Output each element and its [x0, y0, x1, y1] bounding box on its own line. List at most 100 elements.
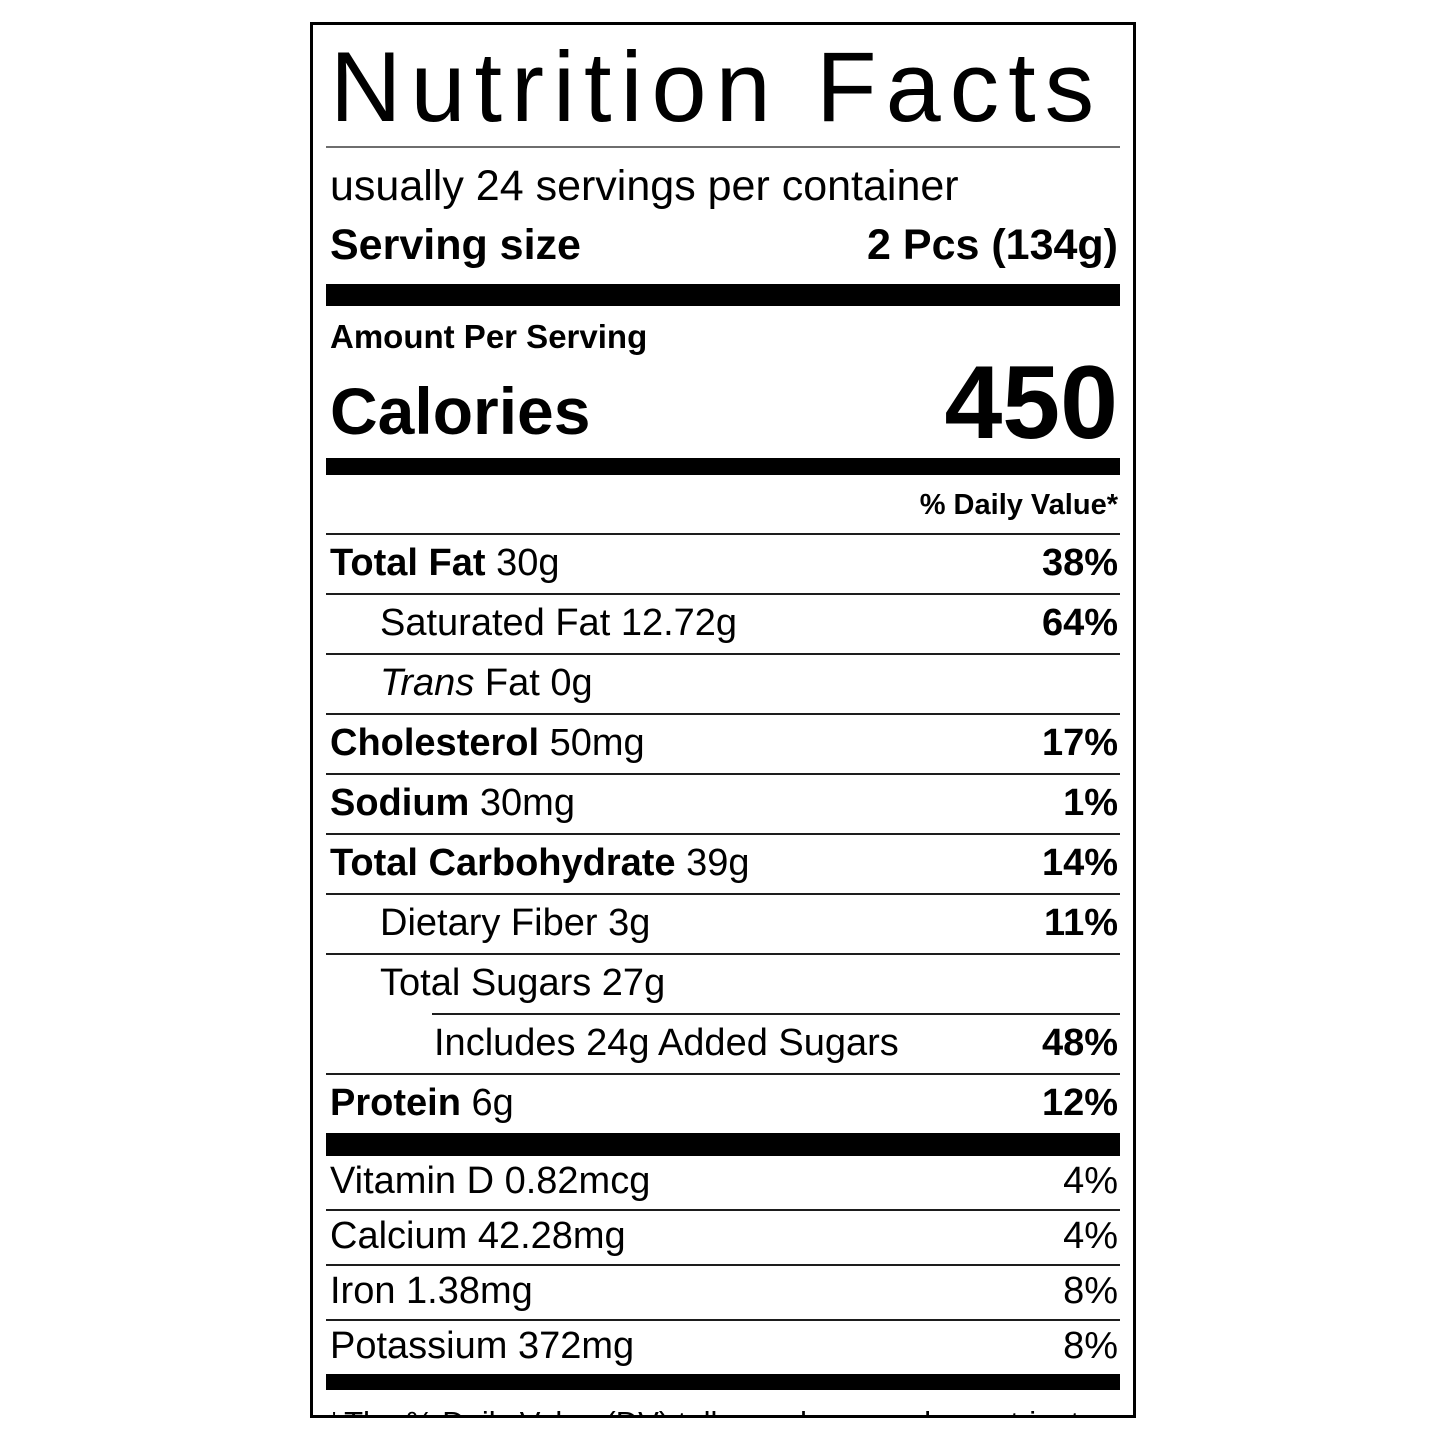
nutrient-amount: 30mg	[479, 781, 575, 824]
nutrient-name-text: Protein	[330, 1081, 461, 1124]
nutrient-row: Protein 6g 12%	[326, 1075, 1120, 1133]
nutrient-amount: 50mg	[549, 721, 645, 764]
nutrient-amount: 6g	[471, 1081, 514, 1124]
nutrient-name-text: Total Sugars	[380, 961, 592, 1004]
nutrient-name-text: Cholesterol	[330, 721, 540, 764]
micronutrient-row: Potassium 372mg 8%	[326, 1321, 1120, 1374]
row-divider	[326, 1208, 1120, 1211]
nutrient-name-text: Iron	[330, 1269, 396, 1312]
nutrient-section: Total Fat 30g 38% Saturated Fat 12.72g 64% T…	[326, 532, 1120, 1133]
nutrient-daily-value: 8%	[1063, 1324, 1118, 1367]
nutrient-amount: 1.38mg	[406, 1269, 533, 1312]
nutrient-daily-value: 38%	[1041, 541, 1118, 584]
nutrient-name: Potassium 372mg	[330, 1324, 635, 1367]
row-divider	[326, 532, 1120, 535]
serving-size-label: Serving size	[330, 220, 581, 269]
row-divider	[326, 592, 1120, 595]
nutrient-row: Cholesterol 50mg 17%	[326, 715, 1120, 773]
nutrient-name: Total Fat 30g	[330, 541, 560, 584]
row-divider	[326, 892, 1120, 895]
nutrient-amount: 12.72g	[620, 601, 738, 644]
nutrient-daily-value: 4%	[1063, 1214, 1118, 1257]
nutrient-name: Calcium 42.28mg	[330, 1214, 626, 1257]
nutrient-name: Cholesterol 50mg	[330, 721, 645, 764]
nutrient-name: Trans Fat 0g	[380, 661, 593, 704]
nutrient-row: Includes 24g Added Sugars 48%	[326, 1015, 1120, 1073]
nutrient-row: Saturated Fat 12.72g 64%	[326, 595, 1120, 653]
serving-size-row: Serving size 2 Pcs (134g)	[326, 213, 1120, 284]
nutrient-daily-value: 12%	[1041, 1081, 1118, 1124]
thick-divider-top	[326, 283, 1120, 306]
nutrient-name: Dietary Fiber 3g	[380, 901, 651, 944]
nutrient-name-text: Saturated Fat	[380, 601, 611, 644]
nutrient-name: Saturated Fat 12.72g	[380, 601, 738, 644]
nutrient-daily-value: 4%	[1063, 1159, 1118, 1202]
nutrient-row: Total Sugars 27g	[326, 955, 1120, 1013]
nutrient-amount: 3g	[608, 901, 651, 944]
nutrient-name: Includes 24g Added Sugars	[434, 1021, 899, 1064]
nutrient-daily-value: 14%	[1041, 841, 1118, 884]
footnote-asterisk: *	[328, 1402, 344, 1415]
row-divider	[326, 712, 1120, 715]
nutrient-row: Total Carbohydrate 39g 14%	[326, 835, 1120, 893]
nutrient-name: Protein 6g	[330, 1081, 514, 1124]
nutrient-amount: 42.28mg	[477, 1214, 626, 1257]
nutrient-amount: 39g	[686, 841, 750, 884]
row-divider	[326, 1072, 1120, 1075]
nutrient-amount: 372mg	[517, 1324, 635, 1367]
nutrient-name-text: Total Carbohydrate	[330, 841, 676, 884]
nutrient-amount: 0.82mcg	[504, 1159, 651, 1202]
nutrient-name: Sodium 30mg	[330, 781, 575, 824]
nutrient-name-text: Dietary Fiber	[380, 901, 598, 944]
nutrient-name-text: Sodium	[330, 781, 470, 824]
micronutrient-row: Vitamin D 0.82mcg 4%	[326, 1156, 1120, 1209]
nutrient-daily-value: 17%	[1041, 721, 1118, 764]
nutrient-daily-value: 11%	[1044, 901, 1118, 944]
nutrient-daily-value: 48%	[1041, 1021, 1118, 1064]
daily-value-header: % Daily Value*	[919, 488, 1118, 521]
row-divider	[326, 952, 1120, 955]
nutrient-amount: 30g	[496, 541, 560, 584]
calories-row: Calories 450	[326, 344, 1120, 461]
micronutrient-row: Calcium 42.28mg 4%	[326, 1211, 1120, 1264]
nutrient-name-text: Fat	[484, 661, 540, 704]
thick-divider-protein	[326, 1132, 1120, 1156]
row-divider	[326, 772, 1120, 775]
thick-divider-bottom	[326, 1373, 1120, 1390]
nutrient-row: Sodium 30mg 1%	[326, 775, 1120, 833]
label-title: Nutrition Facts	[330, 31, 1104, 142]
footnote-text: The % Daily Value (DV) tells you how muc…	[344, 1402, 1089, 1415]
nutrient-name: Vitamin D 0.82mcg	[330, 1159, 651, 1202]
nutrient-name-italic: Trans	[380, 661, 475, 704]
row-divider	[326, 1263, 1120, 1266]
serving-size-value: 2 Pcs (134g)	[867, 220, 1118, 269]
row-divider	[326, 832, 1120, 835]
servings-per-container: usually 24 servings per container	[330, 161, 959, 210]
row-divider	[326, 652, 1120, 655]
nutrient-name-text: Calcium	[330, 1214, 468, 1257]
row-divider	[326, 1318, 1120, 1321]
nutrient-name: Total Sugars 27g	[380, 961, 665, 1004]
nutrient-name-text: Total Fat	[330, 541, 486, 584]
nutrient-daily-value: 64%	[1041, 601, 1118, 644]
thick-divider-calories	[326, 457, 1120, 475]
calories-value: 450	[944, 344, 1118, 461]
nutrient-amount: 0g	[550, 661, 593, 704]
nutrient-daily-value: 8%	[1063, 1269, 1118, 1312]
nutrient-name: Total Carbohydrate 39g	[330, 841, 750, 884]
row-divider-indented	[432, 1012, 1120, 1015]
calories-label: Calories	[330, 374, 591, 449]
nutrient-row: Dietary Fiber 3g 11%	[326, 895, 1120, 953]
nutrient-name: Iron 1.38mg	[330, 1269, 533, 1312]
nutrient-daily-value: 1%	[1063, 781, 1118, 824]
nutrient-name-text: Vitamin D	[330, 1159, 495, 1202]
amount-per-serving-label: Amount Per Serving	[330, 317, 648, 355]
footnote: * The % Daily Value (DV) tells you how m…	[326, 1390, 1120, 1415]
nutrient-name-text: Potassium	[330, 1324, 508, 1367]
nutrient-name-text: Includes 24g Added Sugars	[434, 1021, 899, 1064]
micronutrient-section: Vitamin D 0.82mcg 4% Calcium 42.28mg 4% Iron…	[326, 1156, 1120, 1374]
nutrient-row: Trans Fat 0g	[326, 655, 1120, 713]
micronutrient-row: Iron 1.38mg 8%	[326, 1266, 1120, 1319]
title-divider	[326, 145, 1120, 148]
nutrition-facts-label: Nutrition Facts usually 24 servings per …	[310, 22, 1136, 1418]
